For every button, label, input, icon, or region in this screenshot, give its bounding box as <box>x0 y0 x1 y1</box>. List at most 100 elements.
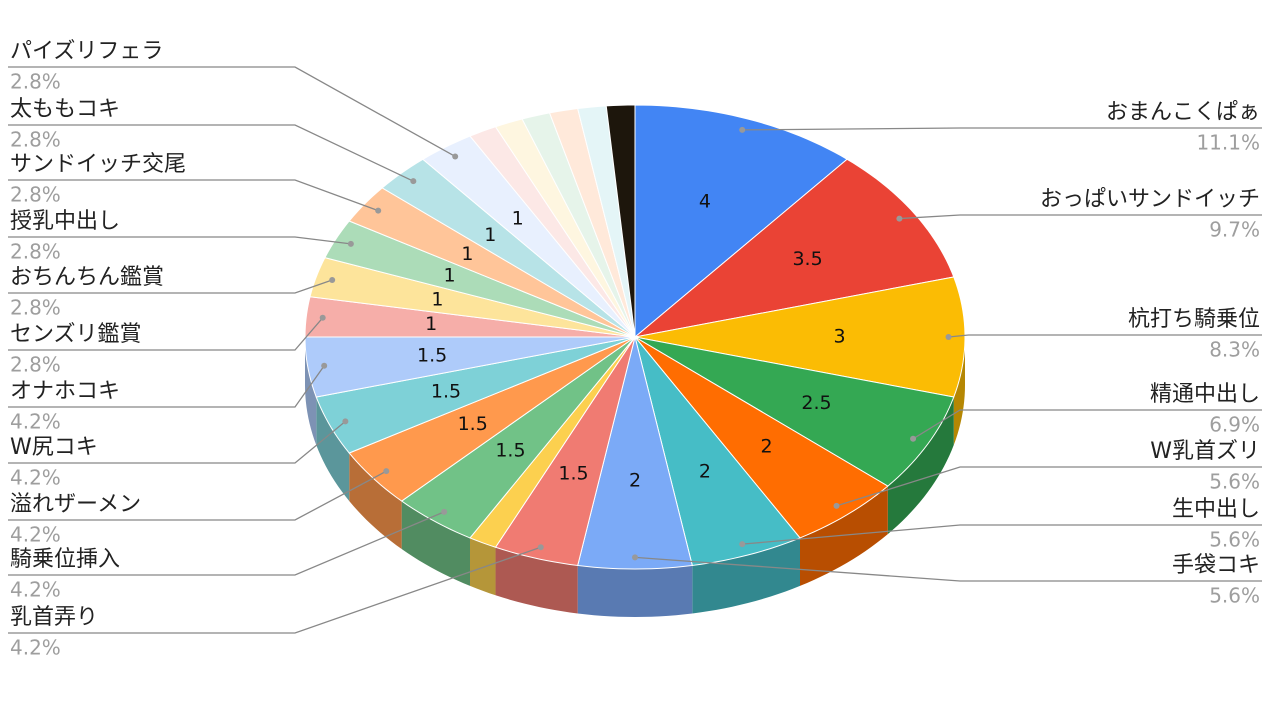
leader-dot <box>321 362 328 369</box>
percent-label: 2.8% <box>10 296 61 320</box>
labels: 4 おまんこくぱぁ 11.1% 3.5 おっぱいサンドイッチ 9.7% 3 杭打ち騎乗位 8.3… <box>8 39 1262 660</box>
slice-side <box>800 486 888 586</box>
slice <box>315 336 636 454</box>
leader-dot <box>452 153 459 160</box>
slice <box>577 336 693 570</box>
value-label: 1.5 <box>458 413 488 435</box>
slice <box>634 104 848 339</box>
leader-line <box>8 470 387 521</box>
category-label: おっぱいサンドイッチ <box>1040 187 1260 212</box>
leader-dot <box>342 418 349 425</box>
value-label: 1.5 <box>431 381 461 403</box>
percent-label: 5.6% <box>1209 584 1260 608</box>
slice-side <box>577 565 693 617</box>
percent-label: 2.8% <box>10 128 61 152</box>
leader-line <box>8 66 456 158</box>
leader-dot <box>632 554 638 561</box>
value-label: 1 <box>484 224 496 246</box>
percent-label: 9.7% <box>1209 218 1260 242</box>
leader-dot <box>441 508 448 515</box>
slice <box>605 104 636 338</box>
value-label: 1 <box>512 208 524 230</box>
leader-dot <box>833 502 840 509</box>
leader-line <box>8 236 351 245</box>
leader-dot <box>319 314 326 321</box>
slice <box>634 336 955 487</box>
slice-side <box>692 537 800 614</box>
slice <box>381 158 636 338</box>
percent-label: 2.8% <box>10 240 61 264</box>
leader-line <box>8 317 324 351</box>
category-label: 騎乗位挿入 <box>10 547 120 572</box>
leader-line <box>8 546 541 634</box>
value-label: 4 <box>699 190 711 212</box>
value-label: 3.5 <box>792 248 822 270</box>
leader-dot <box>375 207 382 214</box>
percent-label: 8.3% <box>1209 338 1260 362</box>
leader-line <box>8 124 414 182</box>
slice <box>348 187 636 338</box>
leader-line <box>8 279 333 294</box>
value-label: 1 <box>444 265 456 287</box>
value-label: 2 <box>699 461 711 483</box>
leader-dot <box>739 541 746 548</box>
percent-label: 6.9% <box>1209 413 1260 437</box>
value-label: 3 <box>834 326 846 348</box>
pie-top <box>304 104 966 570</box>
slice-side <box>349 453 402 550</box>
percent-label: 4.2% <box>10 410 61 434</box>
category-label: 生中出し <box>1172 497 1260 522</box>
category-label: サンドイッチ交尾 <box>10 152 186 177</box>
leader-dot <box>329 276 336 283</box>
slice <box>633 158 955 338</box>
category-label: 手袋コキ <box>1172 553 1260 578</box>
slice <box>634 336 889 539</box>
slice <box>422 135 636 338</box>
percent-label: 2.8% <box>10 70 61 94</box>
leader-dot <box>347 240 354 247</box>
leader-line <box>8 511 445 576</box>
category-label: パイズリフェラ <box>10 39 163 64</box>
leader-dot <box>537 544 544 551</box>
category-label: 授乳中出し <box>10 209 120 234</box>
leader-dot <box>739 126 746 133</box>
category-label: オナホコキ <box>10 379 120 404</box>
slice <box>494 336 636 567</box>
leader-line <box>912 409 1262 440</box>
leader-line <box>742 524 1262 545</box>
leader-line <box>8 365 325 408</box>
value-label: 1 <box>431 288 443 310</box>
slice-side <box>953 337 965 446</box>
percent-label: 5.6% <box>1209 528 1260 552</box>
slice <box>304 336 636 398</box>
value-label: 1 <box>461 243 473 265</box>
percent-label: 4.2% <box>10 466 61 490</box>
slice-side <box>316 397 350 501</box>
percent-label: 2.8% <box>10 353 61 377</box>
category-label: 太ももコキ <box>10 97 120 122</box>
leader-dot <box>896 215 903 222</box>
percent-label: 4.2% <box>10 578 61 602</box>
leader-line <box>836 466 1262 507</box>
slice <box>400 336 636 539</box>
value-label: 1 <box>425 313 437 335</box>
slice-side <box>470 537 496 596</box>
percent-label: 5.6% <box>1209 470 1260 494</box>
value-label: 2.5 <box>801 392 831 414</box>
slice-side <box>495 547 578 614</box>
percent-label: 4.2% <box>10 523 61 547</box>
value-label: 2 <box>629 469 641 491</box>
category-label: 杭打ち騎乗位 <box>1128 307 1260 332</box>
category-label: 溢れザーメン <box>10 492 141 517</box>
slice-side <box>887 397 954 535</box>
category-label: W乳首ズリ <box>1150 439 1260 464</box>
pie-sides <box>305 337 965 617</box>
category-label: おまんこくぱぁ <box>1106 100 1260 125</box>
category-label: W尻コキ <box>10 435 98 460</box>
value-label: 1.5 <box>417 344 447 366</box>
value-label: 1.5 <box>558 463 588 485</box>
category-label: おちんちん鑑賞 <box>10 265 164 290</box>
leader-line <box>742 127 1262 131</box>
